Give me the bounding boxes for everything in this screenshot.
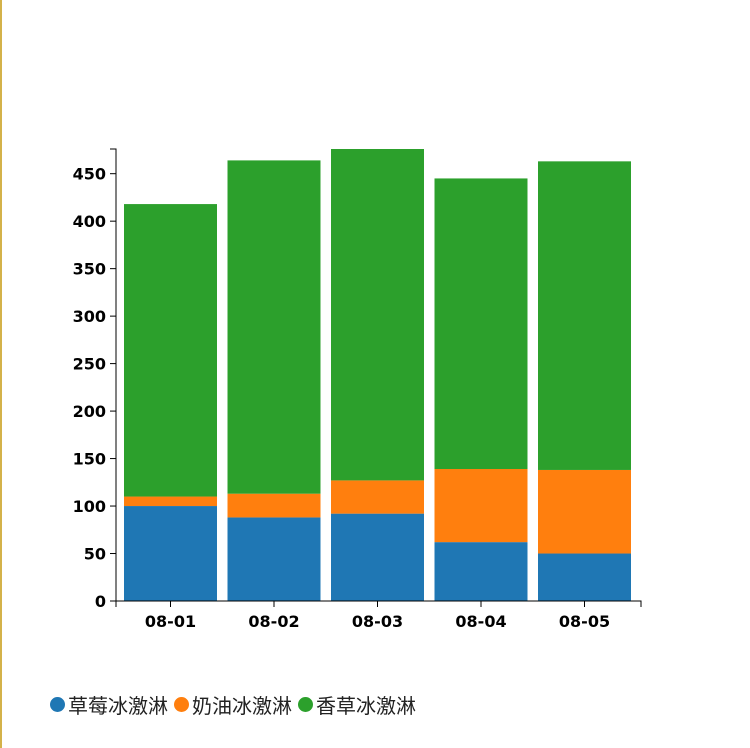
y-axis-line [110, 148, 117, 602]
y-tick-label-200: 200 [73, 402, 106, 421]
x-tick-label-08-01: 08-01 [145, 612, 196, 631]
bar-08-01-series-0 [124, 506, 217, 601]
legend-label-2: 香草冰激淋 [316, 694, 416, 718]
bar-08-04-series-0 [434, 542, 528, 601]
x-tick-label-08-02: 08-02 [248, 612, 299, 631]
x-tick-label-08-04: 08-04 [455, 612, 506, 631]
bar-08-05-series-0 [538, 553, 631, 601]
legend-dot-2 [298, 697, 313, 712]
bars-layer [124, 149, 631, 601]
y-tick-label-400: 400 [73, 212, 106, 231]
legend-dot-1 [174, 697, 189, 712]
left-border [0, 0, 2, 748]
legend-dot-0 [50, 697, 65, 712]
y-tick-label-0: 0 [95, 592, 106, 611]
legend-item-0: 草莓冰激淋 [50, 690, 168, 719]
x-tick-label-08-03: 08-03 [352, 612, 403, 631]
y-axis: 0 50 100 150 200 250 300 350 400 450 [73, 148, 117, 611]
bar-08-03-series-1 [331, 480, 424, 514]
bar-08-03-series-2 [331, 149, 424, 481]
legend: 草莓冰激淋 奶油冰激淋 香草冰激淋 [50, 690, 422, 719]
x-tick-label-08-05: 08-05 [559, 612, 610, 631]
y-tick-label-350: 350 [73, 260, 106, 279]
bar-08-05-series-2 [538, 161, 631, 470]
x-axis: 08-01 08-02 08-03 08-04 08-05 [115, 600, 642, 631]
bar-08-02-series-2 [227, 160, 321, 494]
y-tick-label-450: 450 [73, 165, 106, 184]
legend-item-2: 香草冰激淋 [298, 690, 416, 719]
y-tick-label-300: 300 [73, 307, 106, 326]
legend-label-0: 草莓冰激淋 [68, 694, 168, 718]
legend-label-1: 奶油冰激淋 [192, 694, 292, 718]
legend-item-1: 奶油冰激淋 [174, 690, 292, 719]
bar-08-01-series-1 [124, 496, 217, 507]
y-tick-label-100: 100 [73, 497, 106, 516]
bar-08-01-series-2 [124, 204, 217, 497]
bar-08-02-series-1 [227, 493, 321, 518]
y-tick-label-250: 250 [73, 355, 106, 374]
bar-08-03-series-0 [331, 513, 424, 601]
y-tick-label-150: 150 [73, 450, 106, 469]
bar-08-02-series-0 [227, 517, 321, 601]
y-tick-label-50: 50 [84, 545, 106, 564]
bar-08-04-series-2 [434, 178, 528, 470]
bar-08-04-series-1 [434, 469, 528, 543]
x-axis-line [115, 600, 642, 607]
bar-08-05-series-1 [538, 469, 631, 554]
